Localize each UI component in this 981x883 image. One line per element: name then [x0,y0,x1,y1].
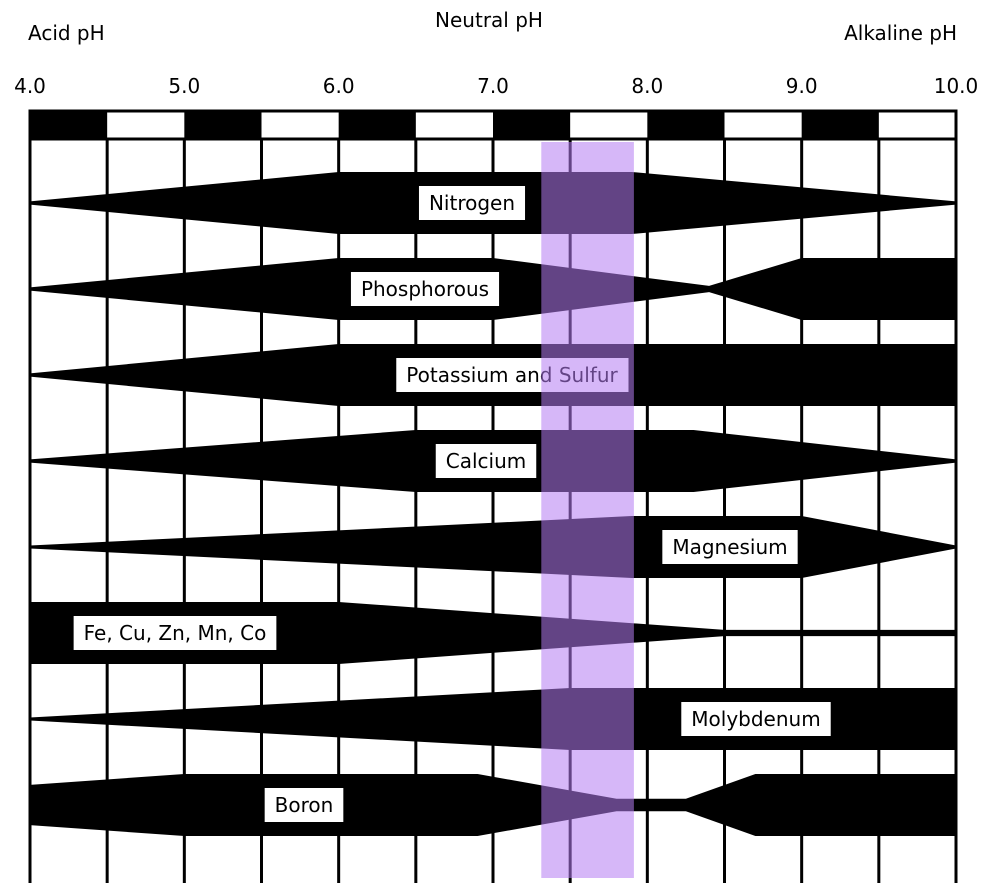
nutrient-label-text: Magnesium [672,535,787,559]
nutrient-label-text: Molybdenum [691,707,820,731]
nutrient-labels: Nitrogen Phosphorous Potassium and Sulfur C… [73,186,831,822]
nutrient-label-text: Potassium and Sulfur [406,363,618,387]
neutral-ph-label: Neutral pH [435,8,543,32]
nutrient-label-box [435,444,537,478]
nutrient-label-box [418,186,526,220]
scale-bar-segment [493,111,571,139]
ph-scale-bar [28,109,958,141]
nutrient-label-box [350,272,500,306]
nutrient-band [30,774,956,836]
header-text: Acid pH Neutral pH Alkaline pH 4.0 5.0 6.0… [14,8,978,98]
ph-tick-label: 10.0 [934,74,979,98]
nutrient-label: Boron [264,788,344,822]
ph-tick-label: 6.0 [323,74,355,98]
acid-ph-label: Acid pH [28,21,105,45]
nutrient-label: Fe, Cu, Zn, Mn, Co [73,616,277,650]
nutrient-label-text: Nitrogen [429,191,515,215]
nutrient-label-text: Phosphorous [361,277,489,301]
nutrient-label: Calcium [435,444,537,478]
nutrient-label-text: Calcium [446,449,527,473]
nutrient-label-text: Fe, Cu, Zn, Mn, Co [84,621,267,645]
nutrient-label: Magnesium [662,530,798,564]
scale-bar-segment [647,111,725,139]
nutrient-label-box [662,530,798,564]
nutrient-label: Phosphorous [350,272,500,306]
scale-bar-segment [184,111,262,139]
nutrient-band [30,516,956,578]
ph-tick-label: 5.0 [168,74,200,98]
grid-lines [28,111,958,883]
nutrient-label: Potassium and Sulfur [396,358,629,392]
ph-tick-label: 4.0 [14,74,46,98]
alkaline-ph-label: Alkaline pH [844,21,957,45]
nutrient-label-box [264,788,344,822]
nutrient-label: Molybdenum [681,702,831,736]
nutrient-label: Nitrogen [418,186,526,220]
nutrient-label-box [681,702,831,736]
scale-bar-segment [338,111,416,139]
nutrient-label-box [73,616,277,650]
ph-tick-label: 8.0 [631,74,663,98]
neutral-ph-highlight-overlay [541,142,634,878]
ph-tick-label: 9.0 [786,74,818,98]
nutrient-label-text: Boron [275,793,334,817]
scale-bar-segment [801,111,879,139]
scale-bar-segment [30,111,108,139]
ph-tick-label: 7.0 [477,74,509,98]
